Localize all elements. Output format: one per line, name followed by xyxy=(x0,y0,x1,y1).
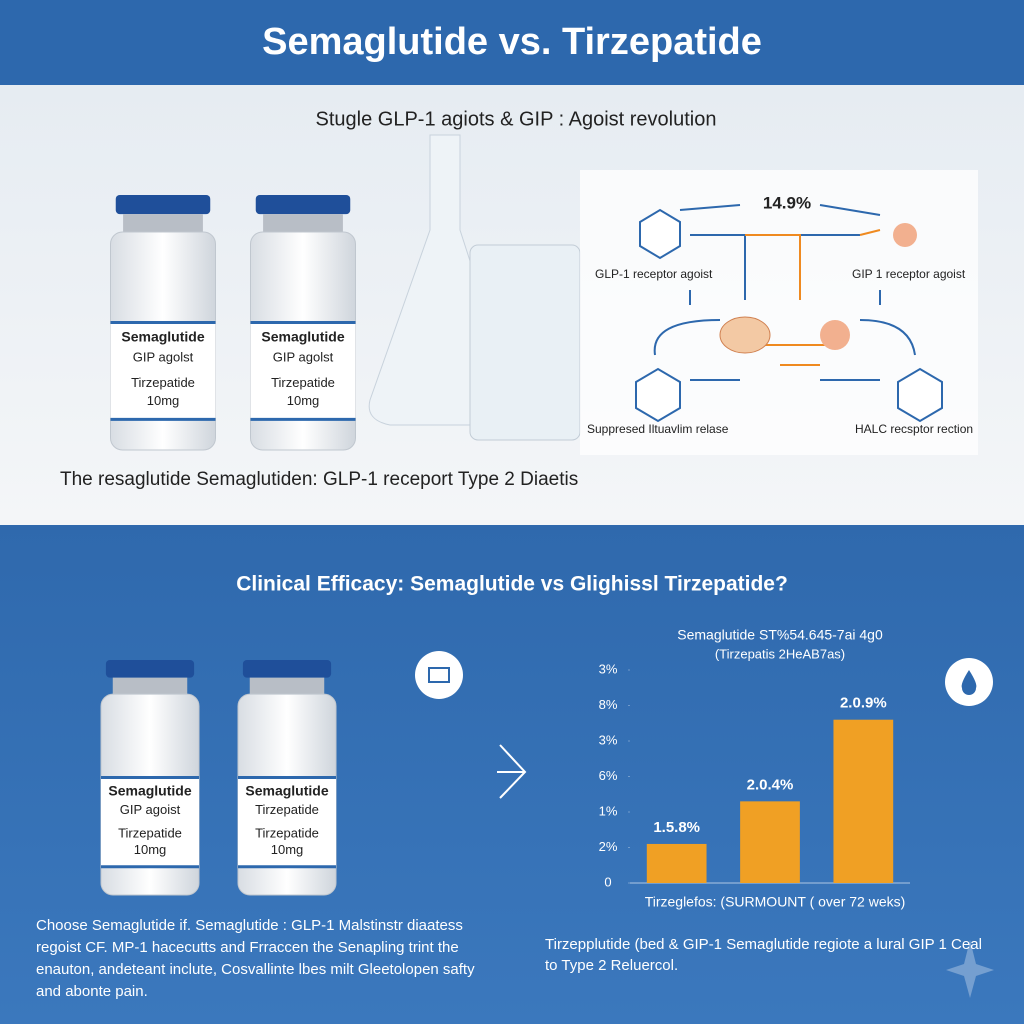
bar-label: 2.0.4% xyxy=(747,776,794,793)
vial-label xyxy=(238,777,336,867)
bar xyxy=(833,719,894,883)
right-paragraph: Tirzepplutide (bed & GIP-1 Semaglutide r… xyxy=(545,936,982,974)
title: Semaglutide vs. Tirzepatide xyxy=(262,21,762,63)
vial-text: Tirzepatide xyxy=(255,825,319,840)
bar xyxy=(740,801,800,883)
vial-label xyxy=(101,777,199,867)
vial-text: 10mg xyxy=(134,842,167,857)
y-tick-label: 2% xyxy=(599,839,618,854)
vial-neck xyxy=(263,214,343,232)
vial-text: Tirzepatide xyxy=(255,802,319,817)
vial-text: Tirzepatide xyxy=(271,375,335,390)
vial-neck xyxy=(249,677,325,695)
vial-neck xyxy=(123,214,203,232)
vial-text: GIP agolst xyxy=(133,350,194,365)
vial-text: 10mg xyxy=(287,393,320,408)
subtitle: Stugle GLP-1 agiots & GIP : Agoist revol… xyxy=(316,108,717,130)
hexagon xyxy=(635,367,681,423)
vial-cap xyxy=(255,195,351,215)
left-paragraph: Choose Semaglutide if. Semaglutide : GLP… xyxy=(36,917,475,1000)
text-line: and abonte pain. xyxy=(36,983,148,1000)
text-line: to Type 2 Reluercol. xyxy=(545,957,678,974)
diagram-label: Suppresed Iltuavlim relase xyxy=(587,422,729,436)
vial-text: 10mg xyxy=(147,393,180,408)
text-line: enauton, andeteant inclute, Cosvallinte … xyxy=(36,961,475,978)
mechanism-diagram: 14.9% GLP-1 receptor agoist GIP 1 recept… xyxy=(580,170,978,455)
vial-text: Semaglutide xyxy=(108,782,191,798)
cell xyxy=(893,223,917,247)
text-line: Tirzepplutide (bed & GIP-1 Semaglutide r… xyxy=(545,936,982,953)
vial-cap xyxy=(115,195,211,215)
text-line: Choose Semaglutide if. Semaglutide : GLP… xyxy=(36,917,463,934)
vial-label xyxy=(110,322,216,420)
caption: The resaglutide Semaglutiden: GLP-1 rece… xyxy=(60,469,578,490)
hexagon xyxy=(639,208,681,260)
x-axis-label: Tirzeglefos: (SURMOUNT ( over 72 weks) xyxy=(645,894,906,910)
chart-subtitle: (Tirzepatis 2HeAB7as) xyxy=(715,646,845,661)
icon xyxy=(415,651,463,699)
y-tick-label: 0 xyxy=(604,874,611,889)
vial-text: 10mg xyxy=(271,842,304,857)
icon-glyph xyxy=(428,667,450,683)
vial-text: Tirzepatide xyxy=(118,825,182,840)
section-heading: Clinical Efficacy: Semaglutide vs Glighi… xyxy=(236,573,788,596)
vial-text: Tirzepatide xyxy=(131,375,195,390)
y-tick-label: 3% xyxy=(599,732,618,747)
diagram-label: GIP 1 receptor agoist xyxy=(852,267,966,281)
vial: Semaglutide GIP agoist Tirzepatide 10mg xyxy=(100,660,200,896)
vial-cap xyxy=(242,660,332,678)
diagram-label: GLP-1 receptor agoist xyxy=(595,267,713,281)
y-tick-label: 6% xyxy=(599,768,618,783)
vial-cap xyxy=(105,660,195,678)
icon-glyph xyxy=(961,670,977,695)
orange-arrows xyxy=(745,229,881,366)
vial-text: Semaglutide xyxy=(121,329,204,345)
chart-title: Semaglutide ST%54.645-7ai 4g0 xyxy=(677,627,883,643)
text-line: regoist CF. MP-1 hacecutts and Frraccen … xyxy=(36,939,459,956)
cell xyxy=(820,320,850,350)
hexagon xyxy=(897,367,943,423)
vial-text: GIP agolst xyxy=(273,350,334,365)
vial-text: Semaglutide xyxy=(245,782,328,798)
sparkle xyxy=(946,940,994,998)
y-tick-label: 3% xyxy=(599,661,618,676)
vial-neck xyxy=(112,677,188,695)
y-tick-label: 1% xyxy=(599,803,618,818)
bar-label: 1.5.8% xyxy=(653,819,700,836)
diagram-label: HALC recsptor rection xyxy=(855,422,973,436)
vial: Semaglutide GIP agolst Tirzepatide 10mg xyxy=(110,195,216,451)
vial-text: Semaglutide xyxy=(261,329,344,345)
diagram-headline: 14.9% xyxy=(763,193,811,212)
y-tick-label: 8% xyxy=(599,697,618,712)
vial-text: GIP agoist xyxy=(120,802,181,817)
vial-label xyxy=(250,322,356,420)
header-band xyxy=(0,0,1024,85)
beaker xyxy=(469,244,581,441)
vial: Semaglutide Tirzepatide Tirzepatide 10mg xyxy=(237,660,337,896)
arrow xyxy=(497,744,527,799)
organ xyxy=(719,316,771,354)
bar xyxy=(646,843,707,883)
bar-label: 2.0.9% xyxy=(840,695,887,712)
chart: Semaglutide ST%54.645-7ai 4g0 (Tirzepati… xyxy=(599,627,910,910)
vial: Semaglutide GIP agolst Tirzepatide 10mg xyxy=(250,195,356,451)
